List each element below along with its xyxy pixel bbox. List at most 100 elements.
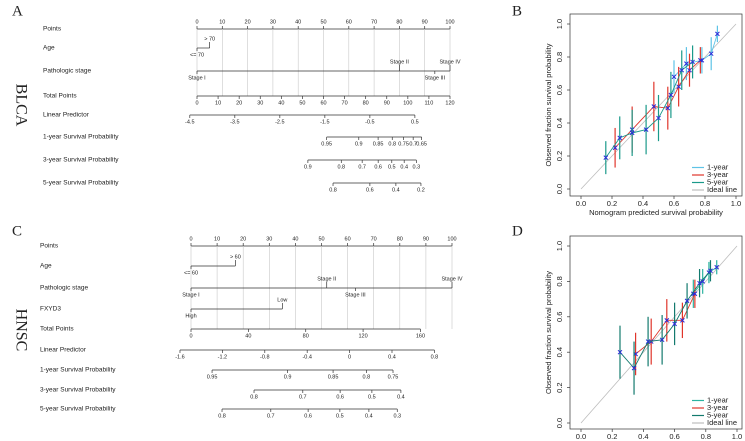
row-label: Pathologic stage	[40, 285, 88, 292]
x-tick-label: 0.0	[576, 199, 586, 208]
y-tick-label: 0.4	[555, 347, 564, 357]
tick-label: 0.8	[431, 354, 439, 360]
point-marker	[631, 365, 637, 371]
point-marker	[715, 31, 720, 37]
panel-label: A	[12, 3, 23, 19]
tick-label: 0.7	[358, 164, 366, 170]
y-tick-label: 0.4	[555, 118, 564, 128]
tick-label: 0.8	[363, 374, 371, 380]
x-tick-label: 0.6	[669, 199, 679, 208]
tick-label: 110	[425, 100, 434, 106]
tick-label: 90	[384, 100, 390, 106]
legend-label: 1-year	[707, 162, 729, 171]
row-label: Linear Predictor	[40, 347, 87, 354]
tick-label: 60	[346, 19, 352, 25]
tick-label: 120	[358, 333, 367, 339]
row-label: 3-year Survival Probability	[43, 157, 119, 164]
tick-label: 0	[189, 236, 192, 242]
tick-label: -1.5	[320, 119, 329, 125]
tick-label: -4.5	[185, 119, 194, 125]
y-tick-label: 0.2	[555, 151, 564, 161]
category-label: Stage III	[425, 75, 446, 81]
tick-label: -2.5	[275, 119, 284, 125]
tick-label: 0	[195, 19, 198, 25]
y-tick-label: 1.0	[555, 241, 564, 251]
point-marker	[617, 135, 623, 141]
tick-label: 90	[422, 19, 428, 25]
tick-label: 30	[266, 236, 272, 242]
point-marker	[687, 67, 692, 73]
tick-label: 0.95	[207, 374, 218, 380]
category-label: > 70	[204, 36, 215, 42]
category-label: Stage III	[345, 292, 366, 298]
y-axis-label: Observed fraction survival probability	[544, 43, 553, 166]
tick-label: 0.9	[284, 374, 292, 380]
x-tick-label: 0.2	[607, 199, 617, 208]
point-marker	[656, 115, 661, 121]
tick-label: -3.5	[230, 119, 239, 125]
point-marker	[708, 51, 714, 57]
tick-label: 0.5	[368, 394, 376, 400]
point-marker	[684, 298, 690, 304]
tick-label: 30	[257, 100, 263, 106]
tick-label: 70	[371, 19, 377, 25]
legend-label: 5-year	[707, 177, 729, 186]
row-label: 1-year Survival Probability	[40, 367, 116, 374]
point-marker	[684, 61, 689, 66]
point-marker	[680, 317, 685, 323]
row-label: 3-year Survival Probability	[40, 387, 116, 394]
x-tick-label: 0.8	[700, 199, 710, 208]
row-label: Total Points	[40, 326, 74, 333]
tick-label: -0.8	[260, 354, 269, 360]
category-label: Stage IV	[441, 276, 462, 282]
tick-label: -0.5	[365, 119, 374, 125]
plot-frame	[569, 13, 743, 197]
tick-label: 20	[240, 236, 246, 242]
legend-label: 3-year	[707, 403, 729, 412]
x-tick-label: 1.0	[732, 432, 742, 441]
point-marker	[629, 130, 635, 136]
tick-label: 0.4	[392, 187, 400, 193]
tick-label: 0.4	[397, 394, 405, 400]
tick-label: 120	[445, 100, 454, 106]
row-label: Age	[40, 263, 52, 270]
tick-label: 0	[348, 354, 351, 360]
tick-label: 0.8	[337, 164, 345, 170]
tick-label: 0.7	[299, 394, 307, 400]
x-tick-label: 0.6	[669, 432, 679, 441]
y-tick-label: 1.0	[555, 19, 564, 29]
tick-label: 30	[270, 19, 276, 25]
category-label: Stage II	[317, 276, 336, 282]
tick-label: 0.65	[416, 141, 427, 147]
y-tick-label: 0.0	[555, 184, 564, 194]
y-tick-label: 0.8	[555, 276, 564, 286]
row-label: Age	[43, 45, 55, 52]
legend-label: 1-year	[707, 395, 729, 404]
tick-label: 0	[189, 333, 192, 339]
point-marker	[676, 84, 682, 90]
tick-label: 0.5	[411, 119, 419, 125]
tick-label: 60	[345, 236, 351, 242]
panel-label: C	[12, 223, 22, 239]
tick-label: 0.6	[304, 413, 312, 419]
point-marker	[708, 268, 713, 274]
row-label: FXYD3	[40, 306, 61, 313]
tick-label: 80	[396, 19, 402, 25]
y-tick-label: 0.0	[555, 418, 564, 428]
tick-label: 0.4	[400, 164, 408, 170]
category-label: High	[185, 313, 196, 319]
x-tick-label: 0.4	[638, 199, 648, 208]
tick-label: 0.6	[366, 187, 374, 193]
point-marker	[603, 155, 609, 161]
tick-label: 160	[416, 333, 425, 339]
tick-label: 40	[295, 19, 301, 25]
tick-label: 10	[215, 100, 221, 106]
calibration-line	[605, 61, 693, 158]
x-tick-label: 0.2	[607, 432, 617, 441]
y-axis-label: Observed fraction survival probability	[544, 271, 553, 394]
point-marker	[671, 74, 677, 80]
tick-label: 0.7	[409, 141, 417, 147]
point-marker	[697, 280, 702, 286]
point-marker	[659, 337, 665, 343]
